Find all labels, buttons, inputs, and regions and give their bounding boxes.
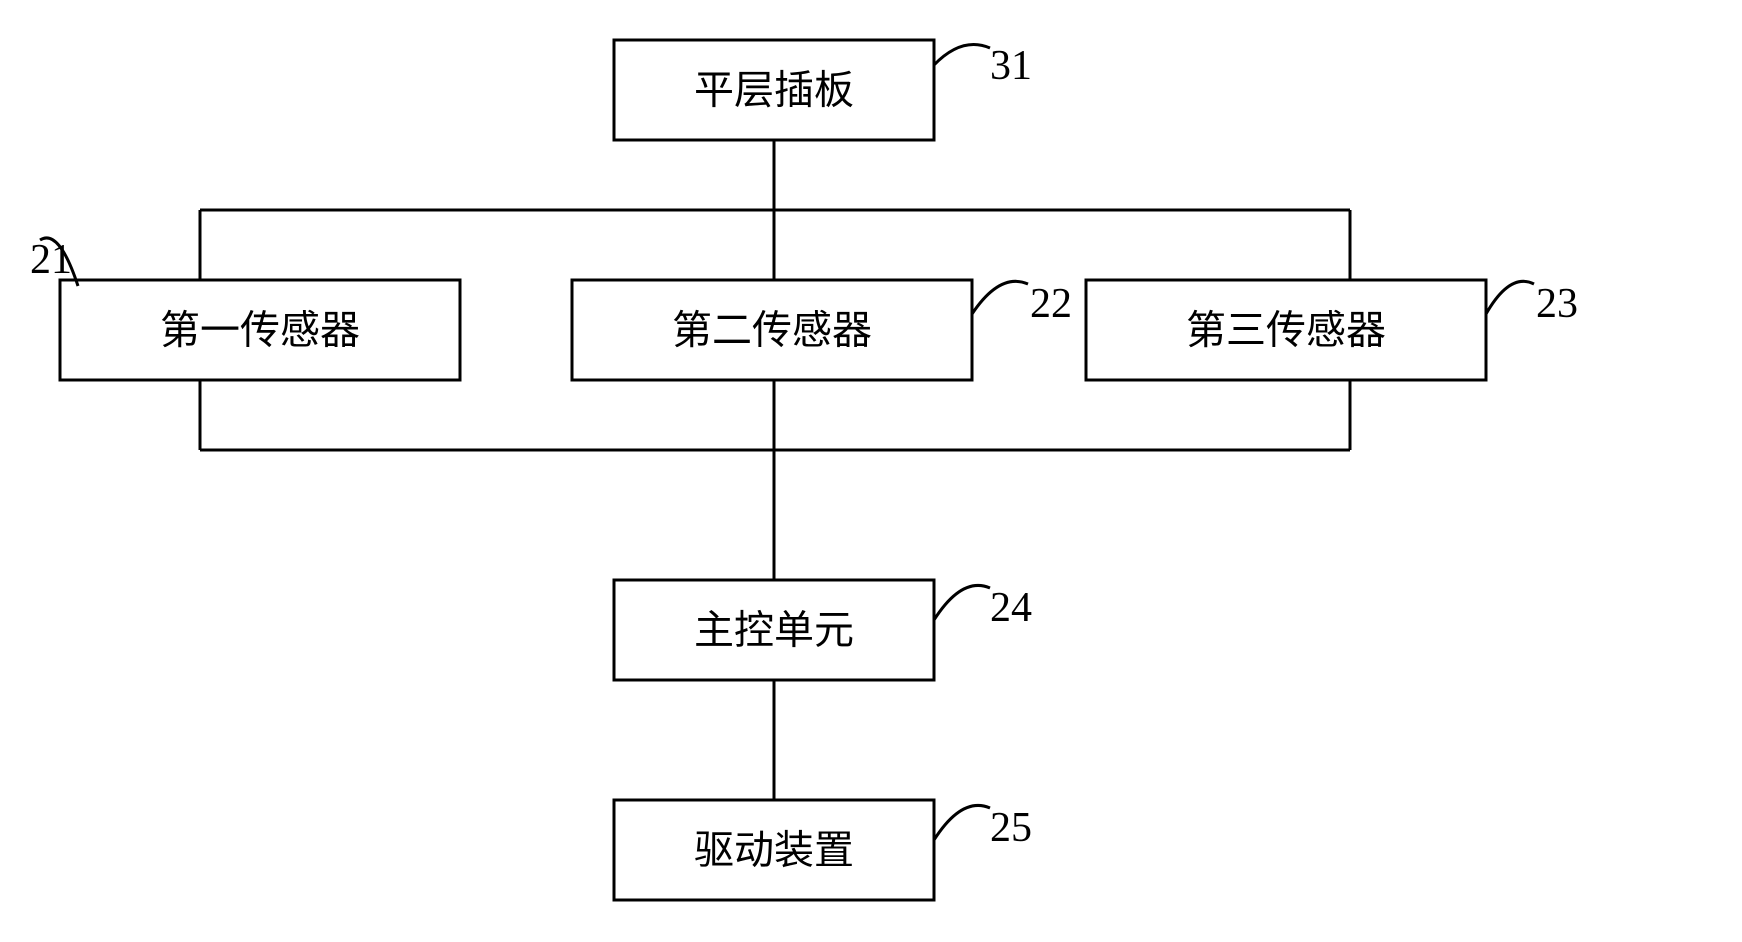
node-n23: 第三传感器: [1086, 280, 1486, 380]
leader-line: [934, 585, 990, 620]
node-number: 24: [990, 585, 1032, 631]
block-diagram: 平层插板 31 第一传感器 21 第二传感器 22 第三传感器 23 主控单元 24 驱动装置 25: [0, 0, 1742, 942]
node-label: 第三传感器: [1186, 308, 1386, 353]
node-number: 31: [990, 43, 1032, 89]
node-label: 驱动装置: [694, 828, 854, 873]
node-number: 23: [1536, 281, 1578, 327]
node-n24: 主控单元: [614, 580, 934, 680]
node-n25: 驱动装置: [614, 800, 934, 900]
node-n21: 第一传感器: [60, 280, 460, 380]
leader-line: [934, 805, 990, 840]
node-number: 22: [1030, 281, 1072, 327]
node-number: 21: [30, 237, 72, 283]
node-label: 平层插板: [694, 68, 854, 113]
node-n31: 平层插板: [614, 40, 934, 140]
node-number: 25: [990, 805, 1032, 851]
node-n22: 第二传感器: [572, 280, 972, 380]
node-label: 主控单元: [694, 608, 854, 653]
node-label: 第二传感器: [672, 308, 872, 353]
leader-line: [972, 281, 1028, 314]
leader-line: [934, 44, 990, 65]
node-label: 第一传感器: [160, 308, 360, 353]
leader-line: [1486, 281, 1534, 314]
